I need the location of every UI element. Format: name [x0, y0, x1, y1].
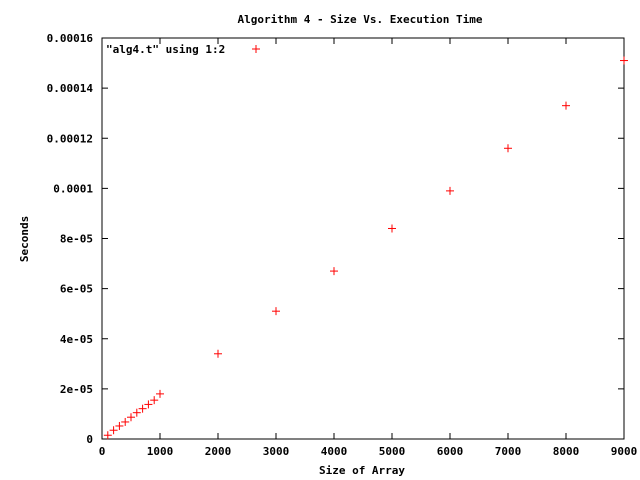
y-tick-label: 8e-05: [60, 233, 93, 246]
data-point: [620, 56, 628, 65]
data-point: [214, 349, 222, 358]
data-point: [330, 267, 338, 276]
x-tick-label: 8000: [553, 445, 580, 458]
y-tick-label: 6e-05: [60, 283, 93, 296]
data-points: [103, 56, 628, 440]
legend-label: "alg4.t" using 1:2: [106, 43, 225, 56]
x-axis: 0 1000 2000 3000 4000 5000 6000 7000 8000 9000: [99, 38, 638, 458]
data-point: [127, 413, 135, 422]
data-point: [132, 408, 141, 417]
plot-frame: [101, 37, 625, 440]
chart-title: Algorithm 4 - Size Vs. Execution Time: [237, 13, 482, 26]
data-point: [562, 101, 570, 110]
data-point: [272, 307, 280, 316]
y-tick-label: 2e-05: [60, 383, 93, 396]
y-tick-label: 0.00016: [47, 32, 94, 45]
y-tick-label: 0.00014: [47, 82, 94, 95]
data-point: [388, 224, 396, 233]
data-point: [156, 389, 164, 398]
legend: "alg4.t" using 1:2: [106, 43, 260, 56]
x-tick-label: 4000: [321, 445, 348, 458]
data-point: [144, 400, 153, 409]
x-axis-label: Size of Array: [319, 464, 405, 477]
x-tick-label: 6000: [437, 445, 464, 458]
x-tick-label: 0: [99, 445, 106, 458]
data-point: [103, 431, 112, 440]
x-tick-label: 9000: [611, 445, 638, 458]
y-tick-label: 0: [86, 433, 93, 446]
x-tick-label: 1000: [147, 445, 174, 458]
data-point: [138, 404, 147, 413]
y-tick-label: 0.0001: [53, 182, 93, 195]
data-point: [150, 396, 159, 405]
y-axis: 0 2e-05 4e-05 6e-05 8e-05 0.0001 0.00012 0.0001…: [47, 32, 624, 446]
data-point: [115, 421, 124, 430]
y-axis-label: Seconds: [18, 216, 31, 262]
data-point: [446, 186, 454, 195]
data-point: [121, 417, 130, 426]
data-point: [109, 426, 118, 435]
x-tick-label: 2000: [205, 445, 232, 458]
y-tick-label: 0.00012: [47, 132, 93, 145]
x-tick-label: 5000: [379, 445, 406, 458]
data-point: [504, 144, 512, 153]
x-tick-label: 3000: [263, 445, 290, 458]
x-tick-label: 7000: [495, 445, 522, 458]
legend-marker: [252, 45, 260, 53]
y-tick-label: 4e-05: [60, 333, 93, 346]
